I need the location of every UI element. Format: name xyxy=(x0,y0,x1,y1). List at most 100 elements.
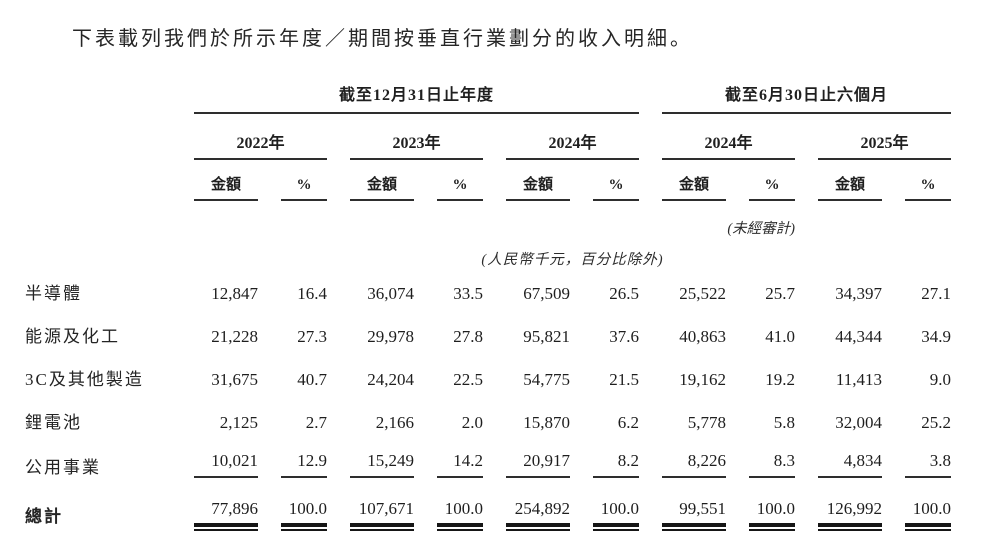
percent-cell: 21.5 xyxy=(609,370,639,389)
group-header-row: 截至12月31日止年度 截至6月30日止六個月 xyxy=(25,81,951,114)
amount-cell: 20,917 xyxy=(506,451,570,478)
amount-cell: 15,249 xyxy=(350,451,414,478)
year-header-2025-interim: 2025年 xyxy=(818,114,951,160)
percent-cell: 2.7 xyxy=(305,413,327,432)
percent-cell: 37.6 xyxy=(609,327,639,346)
amount-cell: 31,675 xyxy=(211,370,258,389)
row-label: 鋰電池 xyxy=(25,413,82,432)
percent-cell: 12.9 xyxy=(281,451,327,478)
revenue-by-vertical-table: 截至12月31日止年度 截至6月30日止六個月 2022年 2023年 2024… xyxy=(2,81,974,535)
amount-cell: 54,775 xyxy=(523,370,570,389)
amount-cell: 4,834 xyxy=(818,451,882,478)
table-row-total: 總計 77,896 100.0 107,671 100.0 254,892 10… xyxy=(25,486,951,535)
table-row-3c-other-manufacturing: 3C及其他製造 31,675 40.7 24,204 22.5 54,775 2… xyxy=(25,355,951,398)
total-percent-cell: 100.0 xyxy=(905,499,951,531)
percent-cell: 25.7 xyxy=(765,284,795,303)
amount-cell: 34,397 xyxy=(835,284,882,303)
percent-cell: 16.4 xyxy=(297,284,327,303)
currency-note-row: (人民幣千元，百分比除外) xyxy=(25,238,951,269)
amount-header: 金額 xyxy=(194,160,258,201)
amount-header: 金額 xyxy=(506,160,570,201)
amount-header: 金額 xyxy=(350,160,414,201)
amount-cell: 5,778 xyxy=(687,413,726,432)
percent-cell: 3.8 xyxy=(905,451,951,478)
percent-cell: 33.5 xyxy=(453,284,483,303)
total-percent-cell: 100.0 xyxy=(437,499,483,531)
amount-cell: 36,074 xyxy=(367,284,414,303)
percent-cell: 8.3 xyxy=(749,451,795,478)
percent-cell: 41.0 xyxy=(765,327,795,346)
amount-cell: 19,162 xyxy=(679,370,726,389)
percent-cell: 2.0 xyxy=(461,413,483,432)
percent-header: % xyxy=(749,160,795,201)
subheader-row: 金額 % 金額 % 金額 % 金額 % 金額 % xyxy=(25,160,951,201)
amount-cell: 44,344 xyxy=(835,327,882,346)
page-title: 下表載列我們於所示年度／期間按垂直行業劃分的收入明細。 xyxy=(72,28,693,50)
percent-cell: 40.7 xyxy=(297,370,327,389)
amount-cell: 21,228 xyxy=(211,327,258,346)
percent-cell: 8.2 xyxy=(593,451,639,478)
percent-cell: 27.3 xyxy=(297,327,327,346)
total-amount-cell: 99,551 xyxy=(662,499,726,531)
group-header-interim: 截至6月30日止六個月 xyxy=(662,81,951,114)
percent-header: % xyxy=(905,160,951,201)
unaudited-note-row: (未經審計) xyxy=(25,201,951,238)
total-amount-cell: 254,892 xyxy=(506,499,570,531)
percent-header: % xyxy=(593,160,639,201)
total-percent-cell: 100.0 xyxy=(749,499,795,531)
percent-cell: 22.5 xyxy=(453,370,483,389)
row-label: 公用事業 xyxy=(25,458,101,477)
amount-cell: 10,021 xyxy=(194,451,258,478)
total-row-label: 總計 xyxy=(25,507,63,526)
total-amount-cell: 107,671 xyxy=(350,499,414,531)
percent-cell: 34.9 xyxy=(921,327,951,346)
percent-cell: 14.2 xyxy=(437,451,483,478)
percent-cell: 5.8 xyxy=(773,413,795,432)
amount-cell: 67,509 xyxy=(523,284,570,303)
amount-cell: 25,522 xyxy=(679,284,726,303)
year-header-2024: 2024年 xyxy=(506,114,639,160)
amount-cell: 40,863 xyxy=(679,327,726,346)
row-label: 能源及化工 xyxy=(25,327,120,346)
unaudited-note: (未經審計) xyxy=(727,221,795,237)
percent-cell: 9.0 xyxy=(929,370,951,389)
table-row-semiconductor: 半導體 12,847 16.4 36,074 33.5 67,509 26.5 … xyxy=(25,269,951,312)
percent-cell: 26.5 xyxy=(609,284,639,303)
row-label: 3C及其他製造 xyxy=(25,370,144,389)
percent-cell: 6.2 xyxy=(617,413,639,432)
total-amount-cell: 126,992 xyxy=(818,499,882,531)
total-percent-cell: 100.0 xyxy=(593,499,639,531)
percent-header: % xyxy=(437,160,483,201)
amount-cell: 8,226 xyxy=(662,451,726,478)
percent-cell: 19.2 xyxy=(765,370,795,389)
year-header-2023: 2023年 xyxy=(350,114,483,160)
table-row-energy-chemical: 能源及化工 21,228 27.3 29,978 27.8 95,821 37.… xyxy=(25,312,951,355)
amount-header: 金額 xyxy=(662,160,726,201)
amount-cell: 24,204 xyxy=(367,370,414,389)
percent-cell: 25.2 xyxy=(921,413,951,432)
amount-cell: 32,004 xyxy=(835,413,882,432)
amount-cell: 11,413 xyxy=(835,370,882,389)
year-header-2024-interim: 2024年 xyxy=(662,114,795,160)
amount-cell: 2,166 xyxy=(375,413,414,432)
amount-cell: 29,978 xyxy=(367,327,414,346)
amount-cell: 2,125 xyxy=(219,413,258,432)
document-page: 下表載列我們於所示年度／期間按垂直行業劃分的收入明細。 截至12月31日止年度 … xyxy=(2,28,974,535)
year-header-2022: 2022年 xyxy=(194,114,327,160)
row-label: 半導體 xyxy=(25,284,82,303)
year-header-row: 2022年 2023年 2024年 2024年 2025年 xyxy=(25,114,951,160)
group-header-annual: 截至12月31日止年度 xyxy=(194,81,639,114)
amount-cell: 15,870 xyxy=(523,413,570,432)
table-row-utilities: 公用事業 10,021 12.9 15,249 14.2 20,917 8.2 … xyxy=(25,441,951,486)
amount-cell: 95,821 xyxy=(523,327,570,346)
percent-cell: 27.8 xyxy=(453,327,483,346)
empty-corner-cell xyxy=(25,81,171,114)
percent-cell: 27.1 xyxy=(921,284,951,303)
percent-header: % xyxy=(281,160,327,201)
total-percent-cell: 100.0 xyxy=(281,499,327,531)
amount-header: 金額 xyxy=(818,160,882,201)
total-amount-cell: 77,896 xyxy=(194,499,258,531)
amount-cell: 12,847 xyxy=(211,284,258,303)
table-row-lithium-battery: 鋰電池 2,125 2.7 2,166 2.0 15,870 6.2 5,778… xyxy=(25,398,951,441)
currency-note: (人民幣千元，百分比除外) xyxy=(481,252,664,268)
